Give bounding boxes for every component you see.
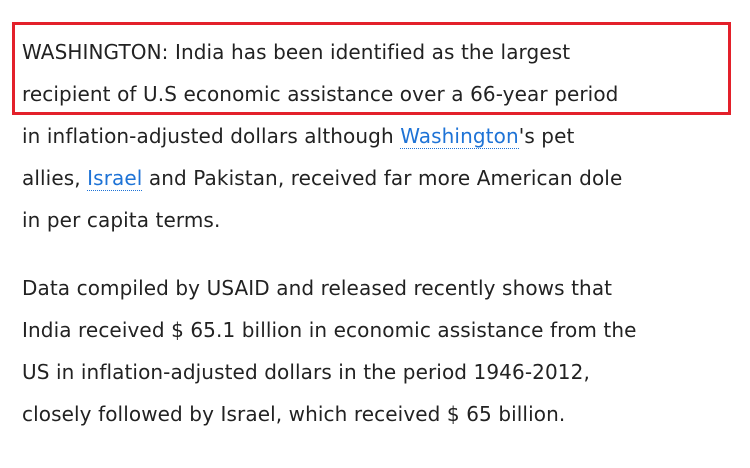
text-line: in per capita terms. (22, 199, 750, 241)
text: in per capita terms. (22, 208, 221, 232)
text-line: allies, Israel and Pakistan, received fa… (22, 157, 750, 199)
text-line: US in inflation-adjusted dollars in the … (22, 351, 750, 393)
text: Data compiled by USAID and released rece… (22, 276, 613, 300)
text: in inflation-adjusted dollars although (22, 124, 401, 148)
text: and Pakistan, received far more American… (142, 166, 623, 190)
text: WASHINGTON: India has been identified as… (22, 40, 571, 64)
text: 's pet (518, 124, 575, 148)
text: India received $ 65.1 billion in economi… (22, 318, 637, 342)
paragraph: WASHINGTON: India has been identified as… (22, 31, 750, 241)
text-line: WASHINGTON: India has been identified as… (22, 31, 750, 73)
link[interactable]: Washington (400, 124, 519, 149)
highlight-box (12, 22, 731, 115)
text-line: recipient of U.S economic assistance ove… (22, 73, 750, 115)
text-line: closely followed by Israel, which receiv… (22, 393, 750, 435)
text: recipient of U.S economic assistance ove… (22, 82, 619, 106)
text: allies, (22, 166, 88, 190)
link[interactable]: Israel (87, 166, 143, 191)
text-line: in inflation-adjusted dollars although W… (22, 115, 750, 157)
paragraph: Data compiled by USAID and released rece… (22, 267, 750, 435)
text: closely followed by Israel, which receiv… (22, 402, 566, 426)
text: US in inflation-adjusted dollars in the … (22, 360, 590, 384)
text-line: India received $ 65.1 billion in economi… (22, 309, 750, 351)
text-line: Data compiled by USAID and released rece… (22, 267, 750, 309)
